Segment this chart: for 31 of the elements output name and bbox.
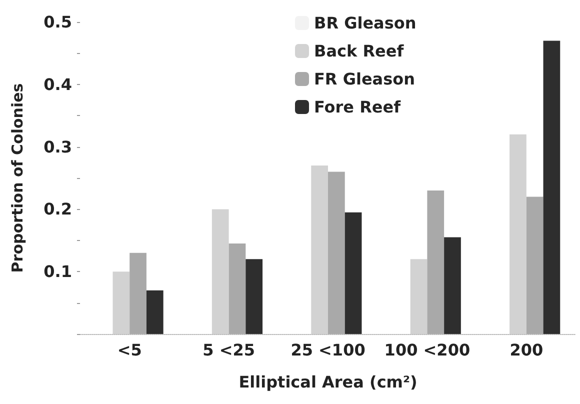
bar xyxy=(246,259,263,334)
bar xyxy=(146,290,164,334)
bar xyxy=(328,172,345,334)
legend-label: BR Gleason xyxy=(314,14,416,32)
bar xyxy=(410,259,428,334)
x-tick-label: <5 xyxy=(117,340,142,360)
bar xyxy=(427,190,444,334)
y-tick-label: 0.2 xyxy=(44,200,72,219)
y-axis-title: Proportion of Colonies xyxy=(8,83,26,273)
bar xyxy=(510,134,526,334)
x-tick-label: 5 <25 xyxy=(202,340,255,360)
bar xyxy=(526,196,544,334)
bar xyxy=(311,166,328,334)
bar xyxy=(130,252,146,334)
bar xyxy=(543,40,560,334)
bar xyxy=(212,209,229,334)
y-tick-label: 0.3 xyxy=(44,137,72,156)
y-tick-label: 0.1 xyxy=(44,262,72,282)
y-tick-label: 0.5 xyxy=(44,12,72,32)
bar xyxy=(112,272,130,334)
x-axis-title: Elliptical Area (cm²) xyxy=(238,372,418,392)
legend-label: FR Gleason xyxy=(314,70,415,88)
y-tick-label: 0.4 xyxy=(44,74,72,94)
bar xyxy=(344,212,362,334)
x-tick-label: 25 <100 xyxy=(290,340,366,360)
legend-label: Back Reef xyxy=(314,42,405,60)
bar xyxy=(228,244,246,334)
legend-label: Fore Reef xyxy=(314,98,402,116)
bar xyxy=(444,237,461,334)
x-tick-label: 100 <200 xyxy=(384,340,470,360)
x-tick-label: 200 xyxy=(510,340,544,360)
